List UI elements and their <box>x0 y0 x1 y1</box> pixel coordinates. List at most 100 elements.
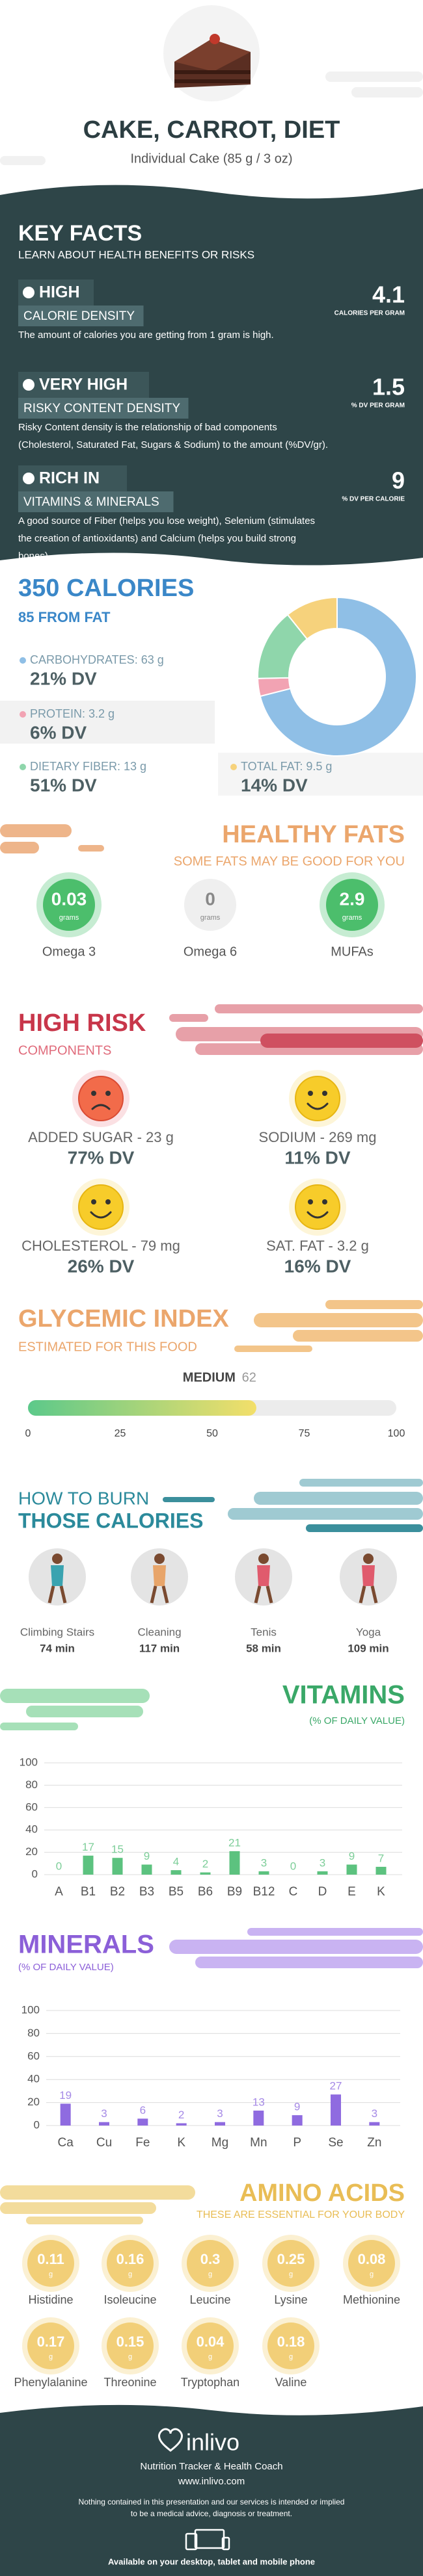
bar <box>369 2122 380 2126</box>
chart-subtitle: (% OF DAILY VALUE) <box>18 1962 114 1973</box>
x-tick-label: B5 <box>169 1885 184 1899</box>
fat-value: 0 <box>205 889 215 909</box>
risk-dv: 11% DV <box>284 1147 350 1167</box>
level-icon <box>23 473 34 484</box>
activity-time: 109 min <box>348 1642 389 1654</box>
activity-head <box>363 1554 374 1564</box>
activity-time: 117 min <box>139 1642 180 1654</box>
gi-tick-label: 50 <box>206 1428 218 1439</box>
activity-name: Cleaning <box>137 1626 181 1638</box>
risk-label: ADDED SUGAR - 23 g <box>28 1129 174 1145</box>
x-tick-label: K <box>177 2136 185 2150</box>
gi-level: MEDIUM <box>183 1370 236 1385</box>
title-stripe <box>195 1957 423 1968</box>
amino-unit: g <box>49 2353 53 2361</box>
fact-text: The amount of calories you are getting f… <box>18 330 274 341</box>
header-stripes <box>0 72 423 165</box>
risk-dv: 26% DV <box>68 1256 135 1276</box>
gi-tick-label: 100 <box>388 1428 405 1439</box>
bar <box>258 1871 269 1875</box>
name-box <box>18 491 174 512</box>
amino-value: 0.25 <box>277 2251 305 2267</box>
value-label: 2 <box>202 1858 208 1870</box>
amino-value: 0.08 <box>358 2251 386 2267</box>
brand: inlivo <box>186 2429 239 2456</box>
fact-text: the creation of antioxidants) and Calciu… <box>18 533 296 544</box>
y-tick-label: 0 <box>34 2118 40 2131</box>
activity-body <box>51 1565 64 1586</box>
gi-stripe <box>234 1346 312 1352</box>
gi-tick-label: 0 <box>25 1428 31 1439</box>
x-tick-label: B3 <box>139 1885 154 1899</box>
value-label: 3 <box>101 2107 107 2120</box>
face-eye <box>105 1199 111 1204</box>
main-title: CAKE, CARROT, DIET <box>83 116 340 144</box>
healthy-fats-subtitle: SOME FATS MAY BE GOOD FOR YOU <box>174 854 405 868</box>
amino-name: Lysine <box>274 2293 307 2306</box>
fact-name: CALORIE DENSITY <box>23 309 135 323</box>
value-label: 21 <box>228 1836 241 1849</box>
gi-stripe <box>254 1313 423 1327</box>
fat-circle <box>326 879 378 931</box>
value-label: 3 <box>217 2107 223 2120</box>
value-label: 0 <box>290 1860 296 1872</box>
amino-name: Leucine <box>189 2293 230 2306</box>
title-stripe <box>0 1723 78 1730</box>
nutrient-dv: 51% DV <box>30 775 97 795</box>
fat-band <box>218 753 423 796</box>
value-label: 9 <box>144 1850 150 1862</box>
bar <box>200 1872 211 1875</box>
x-tick-label: K <box>377 1885 385 1899</box>
disclaimer: to be a medical advice, diagnosis or tre… <box>131 2509 292 2518</box>
value-label: 7 <box>378 1852 384 1864</box>
y-tick-label: 80 <box>27 2027 40 2039</box>
y-tick-label: 40 <box>27 2073 40 2085</box>
face-mouth <box>307 1102 329 1110</box>
fat-circle <box>43 879 95 931</box>
gi-tick-label: 25 <box>115 1428 126 1439</box>
bar <box>99 2122 109 2126</box>
calories-title: 350 CALORIES <box>18 575 194 602</box>
x-tick-label: C <box>289 1885 298 1899</box>
amino-value: 0.3 <box>200 2251 221 2267</box>
face-eye <box>91 1199 96 1204</box>
level-box <box>18 465 127 491</box>
chart-title: MINERALS <box>18 1931 154 1959</box>
fact-name: VITAMINS & MINERALS <box>23 495 159 509</box>
value-label: 3 <box>261 1856 267 1869</box>
amino-name: Histidine <box>28 2293 73 2306</box>
y-tick-label: 0 <box>32 1867 38 1880</box>
nutrient-label: PROTEIN: 3.2 g <box>30 707 115 720</box>
fact-value: 1.5 <box>372 374 405 400</box>
value-label: 19 <box>59 2089 72 2101</box>
fact-text: A good source of Fiber (helps you lose w… <box>18 515 315 527</box>
y-tick-label: 20 <box>27 2096 40 2108</box>
x-tick-label: P <box>293 2136 301 2150</box>
nutrient-label: CARBOHYDRATES: 63 g <box>30 653 164 666</box>
activity-legs <box>254 1585 273 1604</box>
glycemic-title: GLYCEMIC INDEX <box>18 1305 229 1333</box>
x-tick-label: B9 <box>227 1885 242 1899</box>
nutrient-label: TOTAL FAT: 9.5 g <box>241 760 332 773</box>
tagline: Nutrition Tracker & Health Coach <box>140 2461 282 2472</box>
device-icon <box>185 2529 230 2551</box>
amino-unit: g <box>289 2353 293 2361</box>
amino-title: AMINO ACIDS <box>239 2179 405 2207</box>
fact-text: bones). <box>18 551 51 562</box>
bar <box>229 1851 240 1875</box>
amino-circle <box>267 2240 314 2287</box>
amino-name: Phenylalanine <box>14 2376 87 2389</box>
gi-stripe <box>325 1300 423 1309</box>
amino-unit: g <box>128 2353 132 2361</box>
risk-label: CHOLESTEROL - 79 mg <box>21 1238 180 1254</box>
title-stripe <box>247 1928 423 1936</box>
x-tick-label: B12 <box>253 1885 275 1899</box>
amino-value: 0.04 <box>197 2334 225 2350</box>
level-icon <box>23 379 34 391</box>
amino-name: Valine <box>275 2376 307 2389</box>
face-eye <box>322 1091 327 1096</box>
nutrient-dv: 14% DV <box>241 775 308 795</box>
risk-dv: 77% DV <box>68 1147 135 1167</box>
amino-name: Methionine <box>343 2293 400 2306</box>
